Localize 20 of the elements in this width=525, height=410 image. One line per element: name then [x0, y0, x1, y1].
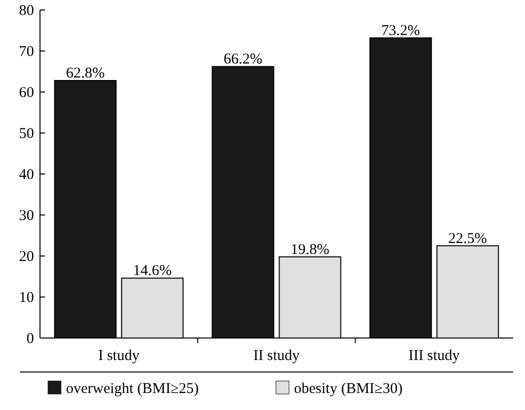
y-tick-label: 70	[19, 44, 34, 60]
y-tick-label: 0	[26, 331, 34, 347]
data-label: 66.2%	[224, 52, 262, 68]
x-tick-label: I study	[98, 348, 140, 364]
data-label: 73.2%	[381, 22, 420, 39]
x-tick-label: II study	[253, 348, 300, 364]
data-label: 19.8%	[290, 242, 330, 258]
y-tick-label: 40	[19, 167, 34, 183]
x-tick-label: III study	[408, 348, 460, 364]
data-label: 22.5%	[448, 230, 488, 247]
y-tick-label: 20	[19, 249, 34, 265]
data-label: 14.6%	[132, 263, 172, 280]
legend-label: overweight (BMI≥25)	[66, 381, 199, 397]
legend-label: obesity (BMI≥30)	[294, 381, 403, 397]
data-label: 62.8%	[66, 66, 105, 82]
y-tick-label: 10	[19, 290, 34, 306]
y-tick-label: 50	[19, 126, 34, 142]
y-tick-label: 80	[19, 3, 34, 19]
y-tick-label: 60	[19, 85, 34, 101]
y-tick-label: 30	[19, 208, 34, 224]
